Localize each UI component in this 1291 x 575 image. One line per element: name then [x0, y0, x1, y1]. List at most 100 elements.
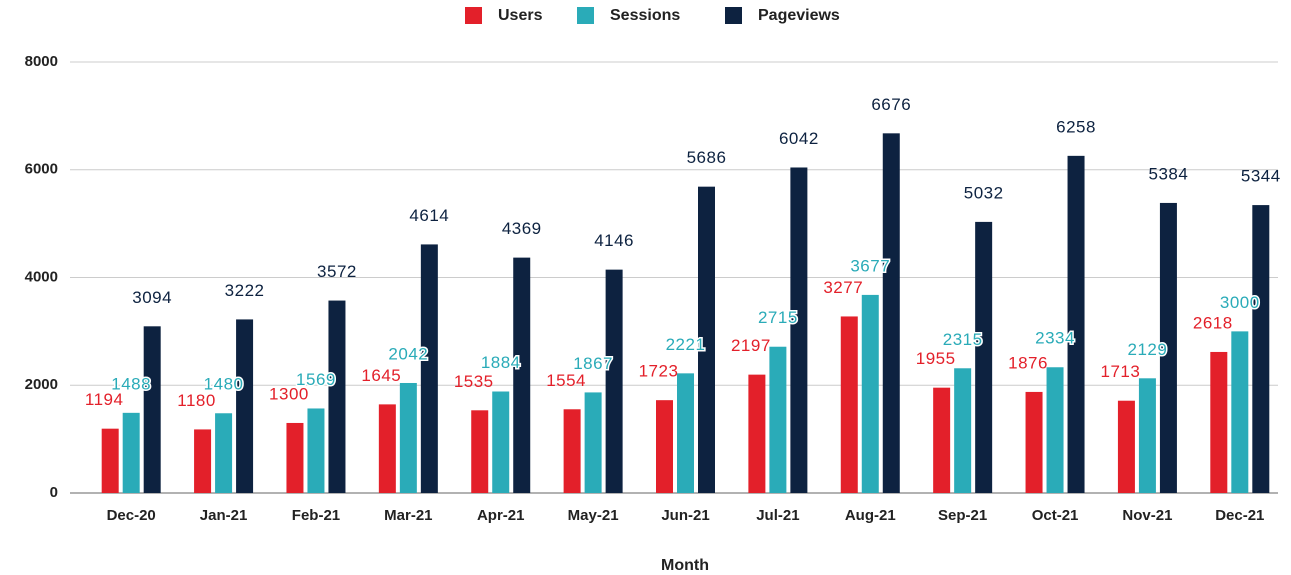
y-tick-label: 4000 [25, 268, 58, 285]
legend-swatch [577, 7, 594, 24]
legend-label: Sessions [610, 7, 680, 24]
bar [861, 294, 879, 493]
bar [882, 133, 900, 493]
data-label: 2221 [666, 335, 706, 354]
data-label: 2315 [943, 330, 983, 349]
data-label: 1180 [177, 391, 216, 410]
bar [1252, 205, 1270, 494]
y-tick-label: 2000 [25, 376, 58, 393]
bar [584, 392, 602, 493]
legend-swatch [465, 7, 482, 24]
x-tick-label: Nov-21 [1122, 507, 1172, 524]
bar [194, 429, 212, 493]
data-label: 4614 [409, 206, 449, 225]
data-label: 1300 [269, 384, 309, 403]
bar [954, 368, 972, 493]
x-tick-label: Jul-21 [756, 507, 799, 524]
bar [1231, 331, 1249, 493]
data-label: 1867 [573, 354, 613, 373]
data-label: 1194 [85, 390, 124, 409]
x-axis-label: Month [661, 557, 709, 574]
data-label: 1480 [204, 375, 244, 394]
x-tick-label: Jan-21 [200, 507, 248, 524]
data-label: 3277 [823, 278, 863, 297]
bar [399, 382, 417, 493]
data-label: 1569 [296, 370, 336, 389]
data-label: 5686 [687, 148, 727, 167]
data-label: 1955 [916, 349, 956, 368]
data-label: 3222 [225, 281, 265, 300]
data-label: 3572 [317, 262, 357, 281]
bar [1046, 367, 1064, 493]
bar [656, 400, 673, 493]
data-label: 5384 [1149, 164, 1189, 183]
data-label: 2715 [758, 308, 798, 327]
x-tick-label: Aug-21 [845, 507, 896, 524]
x-tick-label: May-21 [568, 507, 619, 524]
x-tick-label: Feb-21 [292, 507, 340, 524]
legend-label: Pageviews [758, 7, 840, 24]
x-tick-label: Dec-20 [107, 507, 156, 524]
x-tick-label: Apr-21 [477, 507, 525, 524]
data-label: 3000 [1220, 293, 1260, 312]
bar [563, 409, 581, 493]
bar [1138, 378, 1156, 493]
bar [1117, 400, 1135, 493]
legend-swatch [725, 7, 742, 24]
data-label: 4369 [502, 219, 542, 238]
data-label: 4146 [594, 231, 634, 250]
bar [769, 346, 787, 493]
bar [698, 186, 715, 493]
data-label: 1554 [546, 371, 586, 390]
data-label: 2129 [1128, 340, 1168, 359]
bar [286, 422, 304, 493]
data-label: 3677 [850, 256, 890, 275]
bar [1067, 155, 1085, 493]
data-label: 5344 [1241, 167, 1281, 186]
bar [790, 167, 808, 493]
x-tick-label: Jun-21 [661, 507, 709, 524]
y-tick-label: 0 [50, 484, 58, 501]
bar [215, 413, 233, 493]
data-label: 2334 [1035, 329, 1075, 348]
bar [513, 257, 531, 493]
data-label: 1884 [481, 353, 521, 372]
data-label: 2618 [1193, 313, 1233, 332]
bar [420, 244, 438, 493]
data-label: 5032 [964, 183, 1004, 202]
data-label: 2042 [388, 344, 428, 363]
bar [748, 374, 766, 493]
y-tick-label: 6000 [25, 161, 58, 178]
data-label: 1723 [639, 362, 679, 381]
bar [492, 391, 510, 493]
data-label: 2197 [731, 336, 771, 355]
bar [328, 300, 346, 493]
bar [605, 269, 623, 493]
data-label: 1713 [1101, 362, 1141, 381]
bar [840, 316, 858, 493]
legend-label: Users [498, 7, 543, 24]
data-label: 1488 [111, 374, 151, 393]
data-label: 6676 [871, 95, 911, 114]
bar [101, 428, 119, 493]
data-label: 1645 [361, 366, 401, 385]
x-tick-label: Oct-21 [1032, 507, 1079, 524]
data-label: 6042 [779, 129, 819, 148]
bar [471, 410, 489, 493]
bar [378, 404, 396, 493]
bar [1159, 202, 1177, 493]
bar [1210, 351, 1228, 493]
bar [1025, 391, 1043, 493]
data-label: 1876 [1008, 353, 1048, 372]
x-tick-label: Dec-21 [1215, 507, 1264, 524]
bar [236, 319, 254, 493]
y-tick-label: 8000 [25, 53, 58, 70]
x-tick-label: Mar-21 [384, 507, 432, 524]
x-tick-label: Sep-21 [938, 507, 987, 524]
bar [143, 326, 161, 493]
bar [933, 387, 951, 493]
bar [307, 408, 325, 493]
bar [122, 412, 140, 493]
data-label: 3094 [132, 288, 172, 307]
